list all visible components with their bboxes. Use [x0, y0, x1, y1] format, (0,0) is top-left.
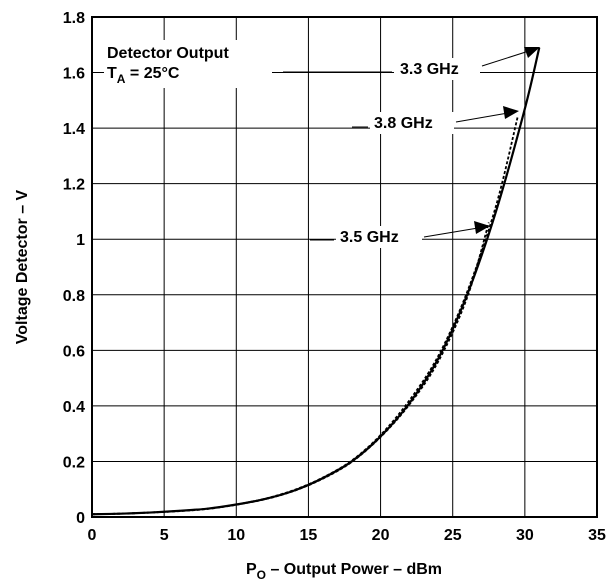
series-label-3-3ghz: 3.3 GHz [400, 61, 459, 78]
series-label-3-8ghz: 3.8 GHz [374, 115, 433, 132]
y-tick-label: 0.6 [63, 343, 85, 360]
label-bg-3-5ghz [336, 226, 422, 248]
annotation-line-2: TA = 25°C [107, 65, 180, 86]
y-tick-label: 1.8 [63, 10, 85, 27]
x-tick-label: 15 [300, 527, 318, 544]
x-tick-label: 0 [88, 527, 97, 544]
x-tick-label: 5 [160, 527, 169, 544]
label-bg-3-8ghz [370, 112, 454, 134]
y-tick-label: 0.4 [63, 399, 85, 416]
plot-frame [91, 16, 598, 518]
x-axis-title-p: P [246, 561, 257, 578]
y-axis-title: Voltage Detector – V [14, 189, 31, 344]
annotation-temperature: = 25°C [125, 65, 179, 82]
label-3-8ghz: 3.8 GHz [352, 106, 519, 134]
arrowhead-3-3ghz [524, 47, 540, 58]
grid-lines [91, 16, 598, 518]
annotation-t-subscript: A [117, 72, 126, 86]
annotation-line-1: Detector Output [107, 45, 229, 62]
leader-3-3ghz [481, 49, 533, 67]
leader-3-5ghz [423, 227, 479, 238]
x-tick-label: 30 [516, 527, 534, 544]
x-axis-title: PO – Output Power – dBm [246, 561, 442, 582]
x-tick-labels: 0 5 10 15 20 25 30 35 [88, 527, 606, 544]
series-layer [91, 47, 541, 516]
label-3-5ghz: 3.5 GHz [310, 221, 490, 248]
x-axis-title-text: – Output Power – dBm [266, 561, 442, 578]
series-line-3-8ghz [91, 116, 519, 516]
y-tick-label: 0 [76, 510, 85, 527]
y-tick-label: 0.8 [63, 288, 85, 305]
y-tick-label: 0.2 [63, 454, 85, 471]
x-tick-label: 20 [372, 527, 390, 544]
y-tick-label: 1 [76, 232, 85, 249]
y-tick-label: 1.6 [63, 66, 85, 83]
arrowhead-3-8ghz [503, 106, 519, 119]
label-3-3ghz: 3.3 GHz [283, 47, 540, 80]
y-tick-labels: 0 0.2 0.4 0.6 0.8 1 1.2 1.4 1.6 1.8 [63, 10, 85, 527]
x-tick-label: 35 [588, 527, 606, 544]
x-axis-title-subscript: O [257, 568, 266, 582]
y-tick-label: 1.2 [63, 177, 85, 194]
series-line-3-5ghz [91, 222, 490, 516]
label-bg-3-3ghz [394, 58, 480, 80]
leader-3-8ghz [455, 112, 509, 123]
x-tick-label: 25 [444, 527, 462, 544]
annotation-t: T [107, 65, 117, 82]
series-label-3-5ghz: 3.5 GHz [340, 229, 399, 246]
annotation-background [104, 40, 272, 88]
y-tick-label: 1.4 [63, 121, 85, 138]
arrowhead-3-5ghz [474, 221, 490, 234]
x-tick-label: 10 [227, 527, 245, 544]
